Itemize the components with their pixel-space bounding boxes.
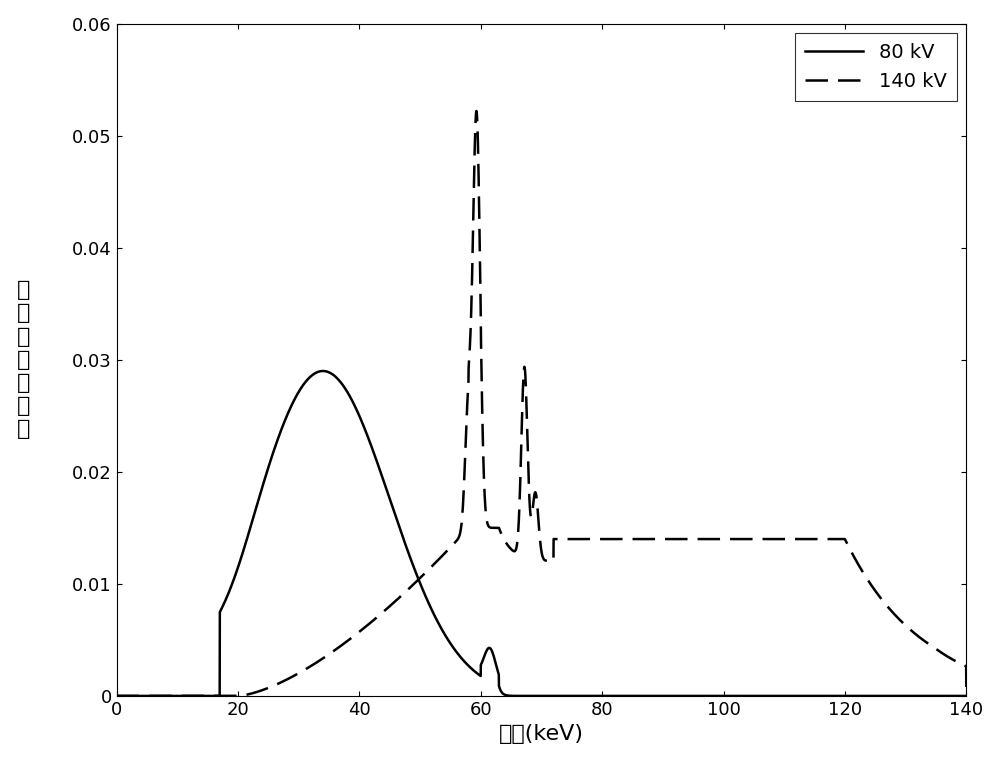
80 kV xyxy=(754,691,766,700)
80 kV xyxy=(671,691,683,700)
80 kV xyxy=(267,448,279,457)
140 kV xyxy=(470,107,482,116)
140 kV xyxy=(754,534,766,543)
80 kV xyxy=(111,691,123,700)
Line: 140 kV: 140 kV xyxy=(117,111,978,696)
140 kV xyxy=(671,534,683,543)
140 kV xyxy=(440,547,452,556)
X-axis label: 能量(keV): 能量(keV) xyxy=(499,724,584,744)
Legend: 80 kV, 140 kV: 80 kV, 140 kV xyxy=(795,33,957,100)
140 kV xyxy=(628,534,640,543)
140 kV xyxy=(111,691,123,700)
Y-axis label: 归
一
化
的
能
谱
値: 归 一 化 的 能 谱 値 xyxy=(17,280,30,439)
140 kV xyxy=(972,691,984,700)
80 kV xyxy=(628,691,640,700)
80 kV xyxy=(972,691,984,700)
80 kV xyxy=(819,691,831,700)
140 kV xyxy=(819,534,831,543)
140 kV xyxy=(267,681,279,690)
Line: 80 kV: 80 kV xyxy=(117,371,978,696)
80 kV xyxy=(440,632,452,641)
80 kV xyxy=(317,367,329,376)
